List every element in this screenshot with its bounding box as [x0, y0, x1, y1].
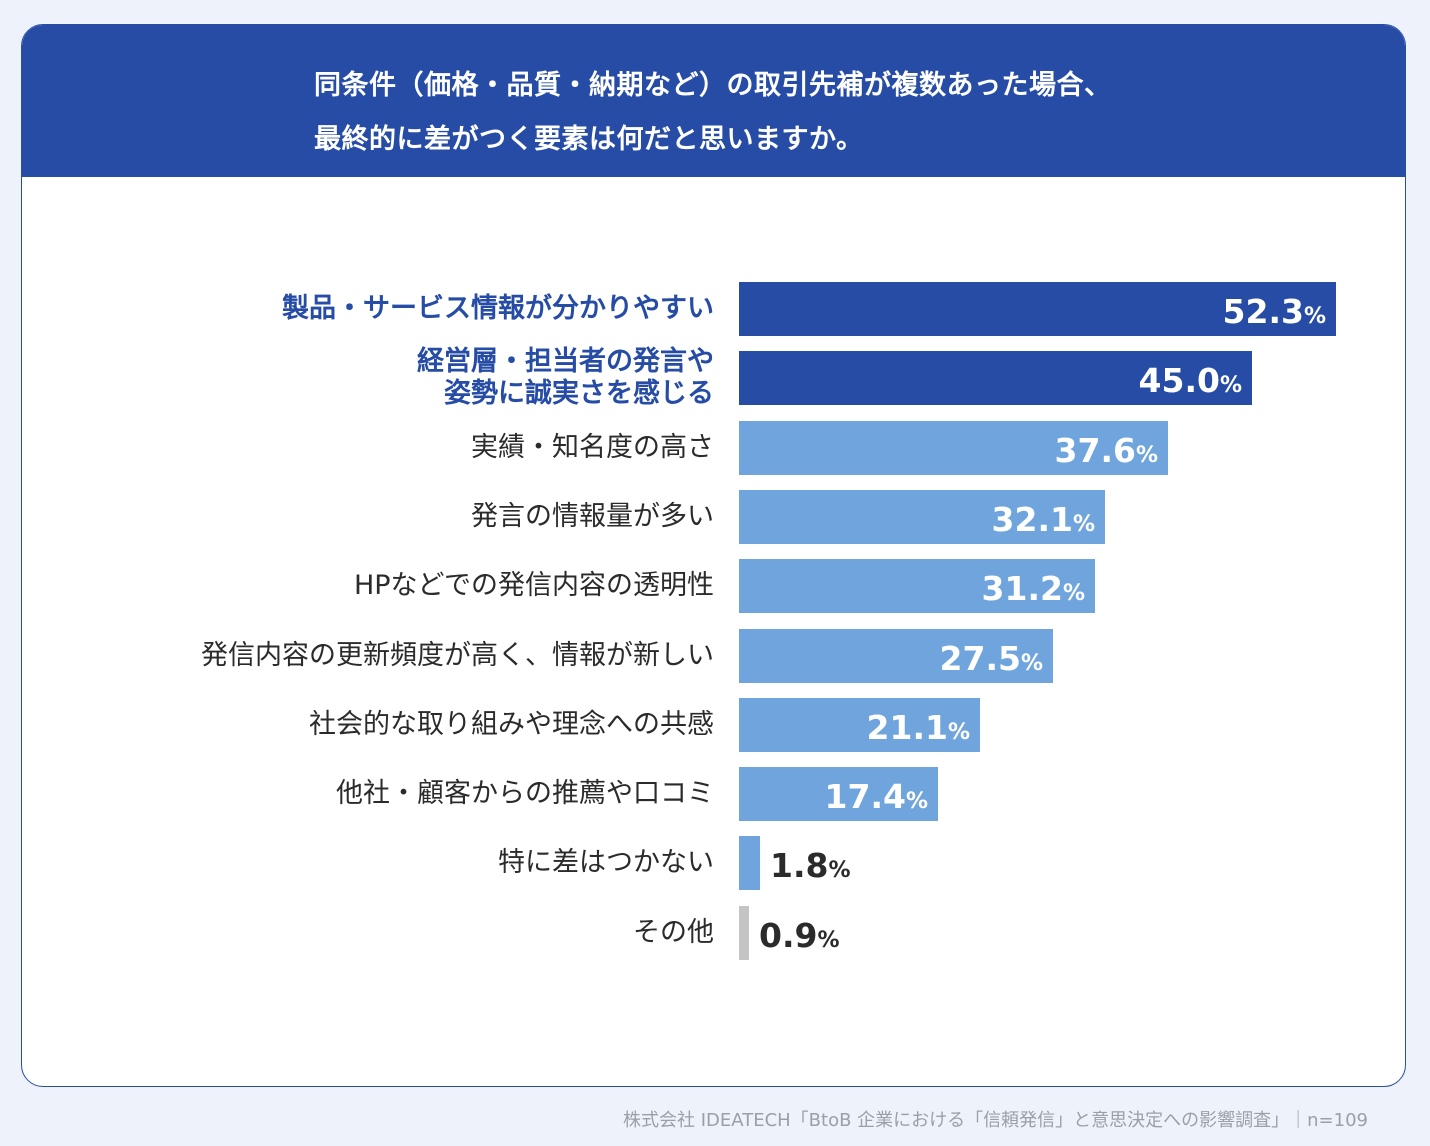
bar [739, 559, 1095, 613]
value-label: 0.9% [759, 909, 840, 968]
value-label: 1.8% [770, 839, 851, 898]
category-label-line: HPなどでの発信内容の透明性 [353, 570, 714, 601]
category-label-line: 他社・顧客からの推薦や口コミ [336, 778, 714, 809]
category-label-line: 特に差はつかない [498, 847, 714, 878]
category-label: 発信内容の更新頻度が高く、情報が新しい [201, 640, 714, 672]
value-number: 31.2 [981, 569, 1063, 608]
value-number: 32.1 [991, 500, 1073, 539]
value-label: 27.5% [793, 632, 1043, 691]
value-label: 37.6% [908, 424, 1158, 483]
value-label: 32.1% [845, 493, 1095, 552]
bar [739, 836, 760, 890]
category-label-line: 発信内容の更新頻度が高く、情報が新しい [201, 640, 714, 671]
value-number: 37.6 [1054, 431, 1136, 470]
percent-sign: % [1020, 651, 1043, 676]
percent-sign: % [1135, 443, 1158, 468]
category-label-line: その他 [633, 917, 714, 948]
value-label: 17.4% [678, 770, 928, 829]
category-label-line: 経営層・担当者の発言や [417, 346, 714, 377]
value-number: 52.3 [1222, 292, 1304, 331]
value-label: 21.1% [720, 701, 970, 760]
bar [739, 906, 749, 960]
question-header: 同条件（価格・品質・納期など）の取引先補が複数あった場合、 最終的に差がつく要素… [22, 25, 1405, 177]
bar [739, 629, 1053, 683]
value-label: 45.0% [992, 354, 1242, 413]
category-label-line: 姿勢に誠実さを感じる [444, 378, 714, 409]
bar [739, 490, 1105, 544]
category-label-line: 実績・知名度の高さ [471, 432, 714, 463]
category-label: 特に差はつかない [498, 847, 714, 879]
category-label: 製品・サービス情報が分かりやすい [282, 293, 714, 325]
value-label: 31.2% [835, 562, 1085, 621]
percent-sign: % [947, 720, 970, 745]
bar [739, 282, 1336, 336]
value-number: 1.8 [770, 846, 829, 885]
question-text-line-2: 最終的に差がつく要素は何だと思いますか。 [314, 124, 864, 155]
category-label-line: 製品・サービス情報が分かりやすい [282, 293, 714, 324]
value-number: 21.1 [866, 708, 948, 747]
percent-sign: % [905, 789, 928, 814]
bar [739, 351, 1252, 405]
chart-card: 同条件（価格・品質・納期など）の取引先補が複数あった場合、 最終的に差がつく要素… [21, 24, 1406, 1087]
value-number: 17.4 [824, 777, 906, 816]
category-label: HPなどでの発信内容の透明性 [354, 570, 714, 602]
bar [739, 767, 938, 821]
category-label: 他社・顧客からの推薦や口コミ [336, 778, 714, 810]
percent-sign: % [817, 928, 840, 953]
bar [739, 421, 1168, 475]
value-number: 45.0 [1138, 361, 1220, 400]
category-label: 発言の情報量が多い [471, 501, 714, 533]
bar [739, 698, 980, 752]
percent-sign: % [1219, 373, 1242, 398]
question-text-line-1: 同条件（価格・品質・納期など）の取引先補が複数あった場合、 [314, 70, 1112, 101]
percent-sign: % [1303, 304, 1326, 329]
percent-sign: % [1072, 512, 1095, 537]
category-label-line: 社会的な取り組みや理念への共感 [309, 709, 714, 740]
percent-sign: % [828, 858, 851, 883]
source-footer: 株式会社 IDEATECH「BtoB 企業における「信頼発信」と意思決定への影響… [623, 1110, 1368, 1131]
value-number: 27.5 [939, 639, 1021, 678]
value-label: 52.3% [1076, 285, 1326, 344]
category-label: 経営層・担当者の発言や 姿勢に誠実さを感じる [417, 346, 714, 410]
category-label: 社会的な取り組みや理念への共感 [309, 709, 714, 741]
category-label-line: 発言の情報量が多い [471, 501, 714, 532]
category-label: その他 [633, 917, 714, 949]
value-number: 0.9 [759, 916, 818, 955]
category-label: 実績・知名度の高さ [471, 432, 714, 464]
percent-sign: % [1062, 581, 1085, 606]
